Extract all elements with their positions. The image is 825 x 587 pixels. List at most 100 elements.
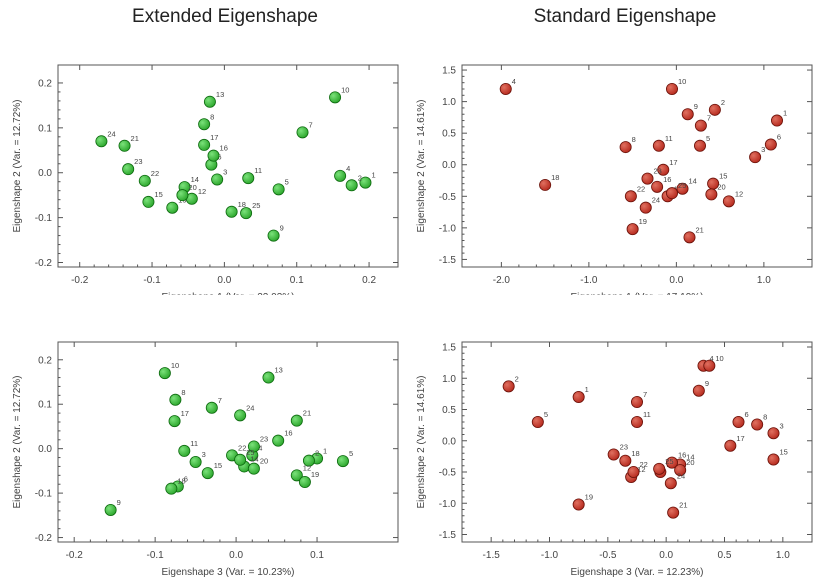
data-point (272, 434, 285, 447)
point-label: 18 (238, 200, 246, 209)
x-tick-label: 0.1 (290, 275, 304, 286)
data-point (665, 456, 678, 469)
data-point (770, 114, 783, 127)
point-label: 18 (631, 449, 639, 458)
data-point (667, 506, 680, 519)
y-axis-label: Eigenshape 2 (Var. = 14.61%) (416, 100, 427, 233)
plot-frame (57, 64, 399, 268)
data-point (178, 444, 191, 457)
y-tick-label: 1.5 (442, 66, 456, 77)
point-label: 21 (696, 225, 704, 234)
x-tick-label: 1.0 (757, 275, 771, 286)
standard-eigenshape-1v2-scatter: -2.0 -1.0 0.0 1.0 -1.5 -1.0 -0.5 0.0 0.5 1.0 1.5 Ei… (416, 64, 813, 295)
point-label: 10 (171, 361, 179, 370)
point-label: 17 (736, 434, 744, 443)
data-point (572, 391, 585, 404)
data-point (290, 414, 303, 427)
y-tick-label: 1.5 (442, 343, 456, 354)
point-label: 25 (246, 448, 254, 457)
data-point (624, 190, 637, 203)
point-label: 4 (710, 354, 714, 363)
point-label: 8 (210, 112, 214, 121)
y-tick-label: -0.5 (439, 468, 457, 479)
data-point (749, 151, 762, 164)
data-point (203, 95, 216, 108)
data-point (168, 415, 181, 428)
x-tick-label: 0.0 (229, 550, 243, 561)
point-label: 22 (151, 169, 159, 178)
point-label: 5 (706, 134, 710, 143)
data-point (693, 139, 706, 152)
point-label: 6 (745, 410, 749, 419)
data-point (630, 416, 643, 429)
point-label: 24 (652, 196, 660, 205)
point-label: 19 (585, 493, 593, 502)
point-label: 9 (280, 224, 284, 233)
data-point (626, 223, 639, 236)
data-point (681, 108, 694, 121)
y-tick-label: 0.2 (38, 355, 52, 366)
data-point (651, 180, 664, 193)
data-point (262, 371, 275, 384)
point-label: 23 (654, 167, 662, 176)
left-column-title: Extended Eigenshape (132, 6, 318, 27)
y-tick-label: -0.2 (35, 258, 53, 269)
point-label: 2 (358, 173, 362, 182)
point-label: 1 (585, 385, 589, 394)
point-label: 8 (181, 388, 185, 397)
point-label: 5 (285, 177, 289, 186)
point-label: 6 (777, 133, 781, 142)
point-label: 20 (686, 458, 694, 467)
point-label: 19 (311, 470, 319, 479)
data-point (652, 139, 665, 152)
data-point (764, 138, 777, 151)
point-label: 22 (637, 184, 645, 193)
y-tick-label: 0.0 (38, 168, 52, 179)
point-label: 5 (349, 449, 353, 458)
data-point (296, 126, 309, 139)
point-label: 20 (188, 183, 196, 192)
point-label: 4 (258, 443, 262, 452)
point-label: 7 (218, 396, 222, 405)
point-label: 24 (677, 471, 685, 480)
point-label: 22 (640, 460, 648, 469)
data-point (619, 454, 632, 467)
point-label: 10 (715, 354, 723, 363)
point-label: 14 (191, 175, 199, 184)
data-point (572, 498, 585, 511)
data-point (676, 182, 689, 195)
y-tick-label: 0.1 (38, 400, 52, 411)
point-label: 16 (220, 144, 228, 153)
point-label: 11 (190, 439, 198, 448)
data-point (692, 384, 705, 397)
y-tick-label: -0.1 (35, 213, 53, 224)
point-label: 21 (131, 134, 139, 143)
x-tick-label: 0.5 (718, 550, 732, 561)
data-point (751, 418, 764, 431)
point-label: 12 (637, 465, 645, 474)
standard-eigenshape-3v2-scatter: -1.5 -1.0 -0.5 0.0 0.5 1.0 -1.5 -1.0 -0.5 0.0 0.5 1… (416, 341, 813, 578)
point-label: 17 (181, 409, 189, 418)
y-tick-label: -1.5 (439, 255, 457, 266)
point-label: 20 (260, 457, 268, 466)
x-axis-label: Eigenshape 1 (Var. = 17.19%) (571, 292, 704, 295)
data-point (531, 416, 544, 429)
data-point (290, 469, 303, 482)
x-axis-label: Eigenshape 1 (Var. = 22.03%) (162, 292, 295, 295)
point-label: 2 (515, 374, 519, 383)
point-label: 17 (669, 158, 677, 167)
point-label: 19 (639, 217, 647, 226)
y-axis-label: Eigenshape 2 (Var. = 12.72%) (12, 100, 23, 233)
right-column-title: Standard Eigenshape (533, 6, 717, 27)
data-point (201, 467, 214, 480)
point-label: 11 (254, 166, 262, 175)
data-point (630, 396, 643, 409)
x-tick-label: 0.0 (659, 550, 673, 561)
point-label: 13 (216, 90, 224, 99)
data-point (334, 169, 347, 182)
point-label: 23 (260, 434, 268, 443)
data-point (732, 416, 745, 429)
point-label: 23 (134, 157, 142, 166)
point-label: 12 (303, 463, 311, 472)
x-tick-label: -1.0 (541, 550, 559, 561)
